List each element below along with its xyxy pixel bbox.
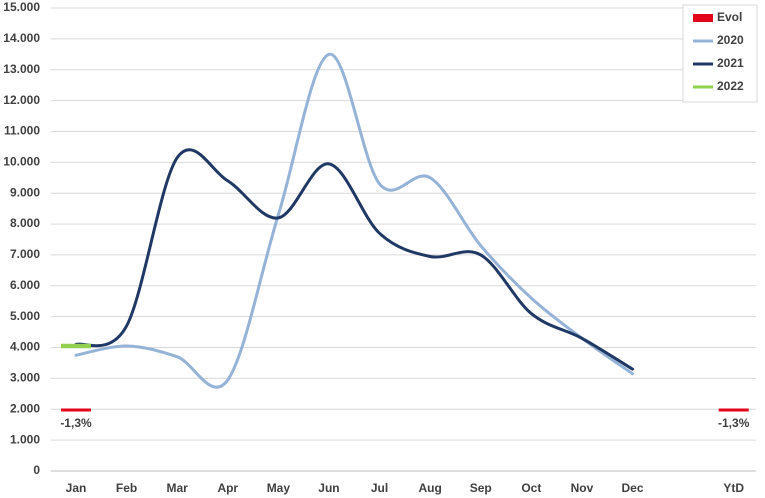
x-tick-label: Feb — [116, 481, 137, 495]
y-tick-label: 5.000 — [10, 309, 40, 323]
y-tick-label: 3.000 — [10, 371, 40, 385]
x-tick-label: Jan — [66, 481, 87, 495]
y-tick-label: 0 — [33, 463, 40, 477]
series-line — [74, 148, 635, 371]
data-label: -1,3% — [60, 416, 92, 430]
data-label: -1,3% — [718, 416, 750, 430]
series-line — [74, 52, 635, 389]
y-tick-label: 10.000 — [3, 155, 40, 169]
x-tick-label: May — [267, 481, 291, 495]
legend: Evol 2020 2021 2022 — [682, 4, 758, 103]
x-tick-label: Aug — [418, 481, 441, 495]
legend-label: Evol — [717, 10, 742, 24]
x-tick-label: Nov — [571, 481, 594, 495]
y-tick-label: 6.000 — [10, 278, 40, 292]
y-tick-label: 8.000 — [10, 216, 40, 230]
legend-label: 2021 — [717, 56, 744, 70]
x-tick-label: Jun — [318, 481, 339, 495]
y-tick-label: 14.000 — [3, 31, 40, 45]
y-tick-label: 1.000 — [10, 432, 40, 446]
x-tick-label: YtD — [723, 481, 744, 495]
y-tick-label: 4.000 — [10, 340, 40, 354]
x-tick-label: Apr — [217, 481, 238, 495]
legend-label: 2020 — [717, 33, 744, 47]
y-tick-label: 7.000 — [10, 247, 40, 261]
legend-symbol — [693, 14, 713, 22]
y-tick-label: 9.000 — [10, 185, 40, 199]
legend-label: 2022 — [717, 79, 744, 93]
y-tick-label: 15.000 — [3, 0, 40, 14]
y-tick-label: 13.000 — [3, 62, 40, 76]
x-tick-label: Mar — [167, 481, 189, 495]
y-tick-label: 2.000 — [10, 401, 40, 415]
y-tick-label: 12.000 — [3, 93, 40, 107]
x-tick-label: Sep — [470, 481, 492, 495]
x-tick-label: Oct — [521, 481, 541, 495]
y-tick-label: 11.000 — [4, 124, 40, 138]
x-tick-label: Dec — [622, 481, 644, 495]
x-tick-label: Jul — [371, 481, 388, 495]
